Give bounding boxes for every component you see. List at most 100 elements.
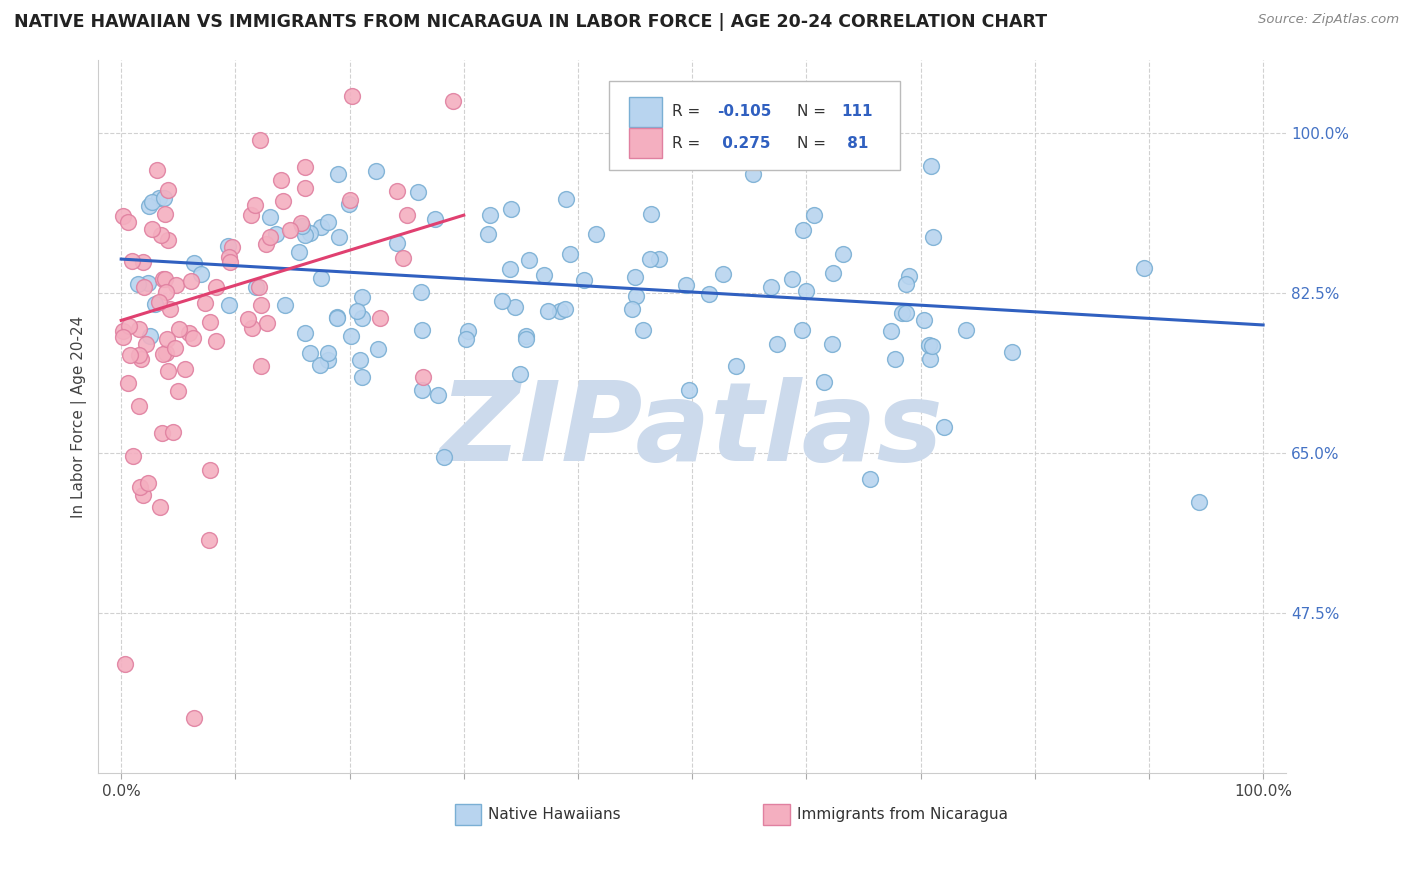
Point xyxy=(205,334,228,349)
Point xyxy=(711,267,734,281)
Point xyxy=(250,298,273,312)
Point xyxy=(145,162,167,177)
Point xyxy=(316,352,339,367)
Point xyxy=(136,475,159,490)
FancyBboxPatch shape xyxy=(609,81,900,170)
Point xyxy=(554,192,576,206)
Point xyxy=(409,285,432,299)
Point xyxy=(157,183,180,197)
Point xyxy=(503,301,526,315)
Point xyxy=(278,223,301,237)
Point xyxy=(256,316,278,330)
Point xyxy=(118,319,141,334)
Point xyxy=(780,272,803,286)
Point xyxy=(118,348,141,362)
Point xyxy=(350,369,373,384)
Point xyxy=(921,230,943,244)
Point xyxy=(367,343,389,357)
Point xyxy=(149,500,172,514)
Point xyxy=(259,229,281,244)
Point xyxy=(198,533,221,548)
Point xyxy=(554,301,576,316)
Point xyxy=(121,449,143,463)
Point xyxy=(190,267,212,281)
Point xyxy=(880,324,903,338)
Point xyxy=(111,330,134,344)
Point xyxy=(218,250,240,264)
Point xyxy=(392,251,415,265)
Point xyxy=(127,277,149,291)
Text: Source: ZipAtlas.com: Source: ZipAtlas.com xyxy=(1258,13,1399,27)
Point xyxy=(128,399,150,413)
Point xyxy=(326,310,349,325)
Point xyxy=(920,159,942,173)
Point xyxy=(132,255,155,269)
Point xyxy=(533,268,555,282)
Point xyxy=(271,194,294,209)
Point xyxy=(153,191,176,205)
Point xyxy=(316,215,339,229)
Point xyxy=(153,272,176,286)
Point xyxy=(218,298,240,312)
Point xyxy=(150,227,173,242)
Point xyxy=(156,332,179,346)
Point xyxy=(194,296,217,310)
Point xyxy=(287,245,309,260)
Point xyxy=(426,388,449,402)
Text: R =: R = xyxy=(672,136,704,151)
Bar xyxy=(763,804,790,825)
Bar xyxy=(630,128,662,158)
Point xyxy=(790,323,813,337)
Point xyxy=(294,161,316,175)
Point xyxy=(759,279,782,293)
Point xyxy=(117,215,139,229)
Point xyxy=(136,277,159,291)
Point xyxy=(294,326,316,340)
Point xyxy=(152,347,174,361)
Point xyxy=(884,351,907,366)
Point xyxy=(340,89,363,103)
Point xyxy=(349,352,371,367)
Point xyxy=(395,208,418,222)
Point xyxy=(678,383,700,397)
Point xyxy=(491,293,513,308)
Point xyxy=(766,337,789,351)
Point xyxy=(337,197,360,211)
Point xyxy=(150,426,173,441)
Point xyxy=(156,364,179,378)
Point xyxy=(515,329,537,343)
Point xyxy=(114,657,136,671)
Point xyxy=(509,367,531,381)
Point xyxy=(640,207,662,221)
Point xyxy=(132,488,155,502)
Point xyxy=(128,321,150,335)
Point xyxy=(741,167,763,181)
Point xyxy=(148,191,170,205)
Point xyxy=(352,311,374,326)
Point xyxy=(859,472,882,486)
Point xyxy=(346,304,368,318)
Point xyxy=(821,336,844,351)
Point xyxy=(141,195,163,210)
Point xyxy=(167,322,190,336)
Point xyxy=(725,359,748,373)
Point xyxy=(181,331,204,345)
Point xyxy=(328,229,350,244)
Point xyxy=(240,208,263,222)
Text: -0.105: -0.105 xyxy=(717,104,772,120)
Point xyxy=(411,323,433,337)
Point xyxy=(157,233,180,247)
Point xyxy=(183,711,205,725)
Text: NATIVE HAWAIIAN VS IMMIGRANTS FROM NICARAGUA IN LABOR FORCE | AGE 20-24 CORRELAT: NATIVE HAWAIIAN VS IMMIGRANTS FROM NICAR… xyxy=(14,13,1047,31)
Point xyxy=(1133,260,1156,275)
Point xyxy=(921,339,943,353)
Point xyxy=(117,376,139,390)
Point xyxy=(697,286,720,301)
Point xyxy=(955,323,977,337)
Point xyxy=(385,184,408,198)
Point xyxy=(243,198,266,212)
Bar xyxy=(630,96,662,127)
Point xyxy=(457,324,479,338)
Text: N =: N = xyxy=(797,104,831,120)
Point xyxy=(128,348,150,362)
